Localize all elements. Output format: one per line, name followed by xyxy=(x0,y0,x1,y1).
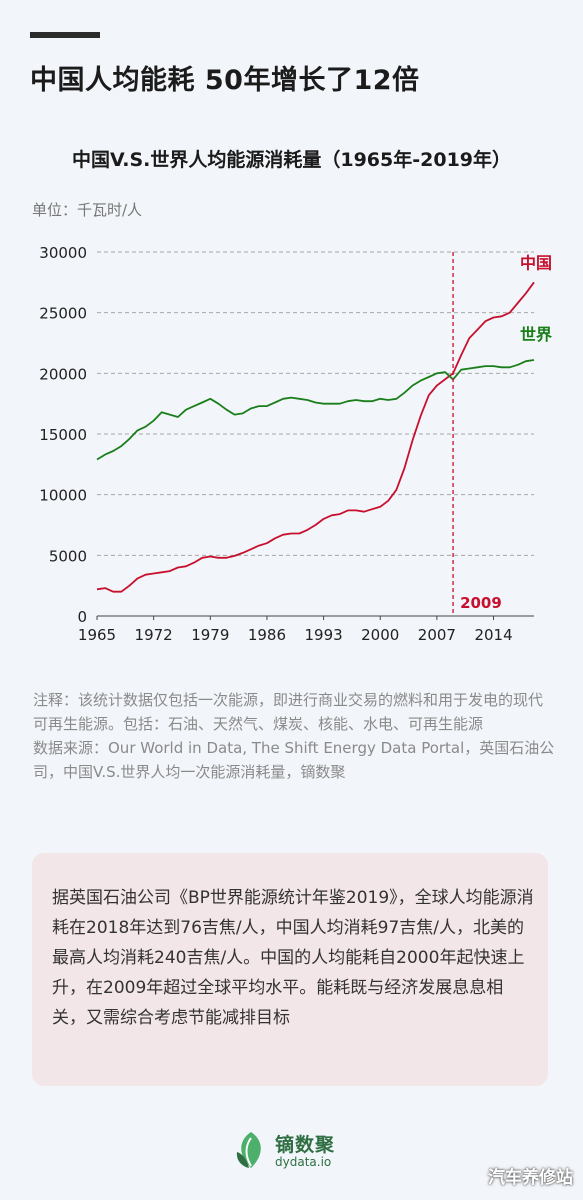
series-line-china xyxy=(96,281,535,593)
y-tick-label: 5000 xyxy=(49,547,87,565)
chart-notes: 注释：该统计数据仅包括一次能源，即进行商业交易的燃料和用于发电的现代可再生能源。… xyxy=(33,688,555,784)
axes xyxy=(96,615,534,620)
x-tick-label: 1965 xyxy=(78,626,116,644)
y-tick-label: 15000 xyxy=(39,426,87,444)
grid-lines xyxy=(97,251,534,556)
leaf-icon xyxy=(236,1132,261,1168)
x-tick-label: 1993 xyxy=(304,626,342,644)
series-label-world: 世界 xyxy=(520,325,552,344)
x-tick-label: 2007 xyxy=(418,626,456,644)
annotation-label-2009: 2009 xyxy=(460,594,502,612)
line-chart: 0 5000 10000 15000 20000 25000 30000 1965 1972 19… xyxy=(39,244,552,644)
y-tick-label: 20000 xyxy=(39,365,87,383)
notes-definition: 注释：该统计数据仅包括一次能源，即进行商业交易的燃料和用于发电的现代可再生能源。… xyxy=(33,691,544,733)
headline: 中国人均能耗 50年增长了12倍 xyxy=(30,65,420,96)
x-tick-label: 2014 xyxy=(474,626,512,644)
series-label-china: 中国 xyxy=(520,253,552,272)
y-tick-label: 30000 xyxy=(39,244,87,262)
labels: 0 5000 10000 15000 20000 25000 30000 1965 1972 19… xyxy=(39,244,552,644)
y-tick-label: 10000 xyxy=(39,487,87,505)
x-tick-label: 1979 xyxy=(191,626,229,644)
logo-name-en: dydata.io xyxy=(275,1155,332,1169)
y-tick-label: 25000 xyxy=(39,305,87,323)
summary-text: 据英国石油公司《BP世界能源统计年鉴2019》，全球人均能源消耗在2018年达到… xyxy=(52,888,534,1028)
y-tick-label: 0 xyxy=(77,608,87,626)
summary-box: 据英国石油公司《BP世界能源统计年鉴2019》，全球人均能源消耗在2018年达到… xyxy=(32,853,548,1086)
watermark: 汽车养修站 xyxy=(488,1168,573,1188)
brand-logo: 镝数聚 dydata.io xyxy=(233,1128,353,1170)
series-line-world xyxy=(96,359,535,461)
x-tick-label: 2000 xyxy=(361,626,399,644)
top-accent-bar xyxy=(30,32,100,38)
notes-source: 数据来源：Our World in Data, The Shift Energy… xyxy=(33,739,555,781)
x-tick-label: 1986 xyxy=(248,626,286,644)
x-tick-label: 1972 xyxy=(135,626,173,644)
chart-unit-label: 单位：千瓦时/人 xyxy=(32,201,143,219)
logo-name-cn: 镝数聚 xyxy=(275,1134,336,1156)
series-lines xyxy=(96,252,535,616)
chart-title: 中国V.S.世界人均能源消耗量（1965年-2019年） xyxy=(71,149,512,171)
